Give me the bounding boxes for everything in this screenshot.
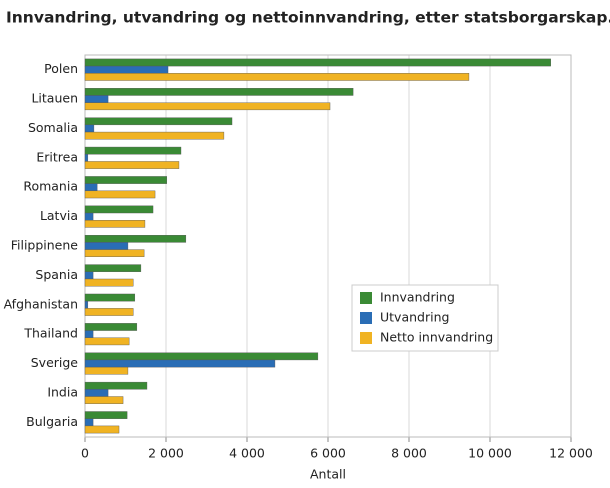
bar [84, 65, 169, 74]
bar [84, 330, 94, 338]
y-tick-label: Somalia [28, 120, 78, 135]
chart-title: Innvandring, utvandring og nettoinnvandr… [6, 9, 610, 27]
bar [84, 337, 130, 346]
legend-label: Innvandring [380, 290, 455, 305]
bar [84, 176, 168, 184]
bar [84, 411, 128, 419]
bar [84, 264, 142, 272]
bar [84, 146, 182, 155]
y-tick-label: India [47, 384, 78, 399]
x-tick-label: 4 000 [229, 446, 265, 461]
legend-swatch [360, 332, 372, 344]
bar [84, 271, 94, 280]
y-tick-label: Spania [35, 267, 78, 282]
y-tick-label: Eritrea [36, 149, 78, 164]
y-tick-label: Latvia [40, 208, 78, 223]
bar [84, 396, 124, 404]
bar [84, 183, 98, 192]
legend-label: Utvandring [380, 310, 449, 325]
bar [84, 102, 331, 111]
x-tick-label: 6 000 [310, 446, 346, 461]
bar [84, 278, 134, 287]
bar [84, 88, 354, 96]
bar [84, 418, 94, 427]
x-tick-label: 12 000 [549, 446, 593, 461]
bar [84, 124, 95, 133]
bar [84, 212, 94, 221]
bar [84, 359, 276, 368]
y-tick-label: Polen [44, 61, 78, 76]
x-tick-label: 2 000 [148, 446, 184, 461]
bar [84, 425, 120, 434]
y-tick-label: Romania [23, 179, 78, 194]
legend-box [351, 284, 499, 352]
bar [84, 131, 225, 140]
bar [84, 366, 129, 375]
bar [84, 205, 154, 214]
bar [84, 293, 136, 302]
bar [84, 161, 180, 169]
legend-label: Netto innvandring [380, 330, 493, 345]
bar [84, 117, 233, 126]
bar [84, 73, 470, 81]
bar [84, 389, 109, 397]
bar [84, 58, 551, 67]
x-tick-label: 8 000 [391, 446, 427, 461]
y-tick-label: Sverige [31, 355, 79, 370]
y-tick-label: Filippinene [11, 238, 79, 253]
bar [84, 242, 129, 250]
legend-swatch [360, 312, 372, 324]
x-tick-label: 0 [81, 446, 89, 461]
bar [84, 300, 89, 309]
bar [84, 190, 156, 199]
y-tick-label: Litauen [31, 91, 78, 106]
bar [84, 95, 109, 103]
y-tick-label: Afghanistan [4, 296, 78, 311]
bar [84, 220, 146, 228]
bar [84, 323, 138, 331]
bar [84, 381, 148, 390]
bar [84, 154, 89, 162]
y-tick-label: Bulgaria [26, 414, 78, 429]
x-axis-label: Antall [310, 467, 346, 482]
bar [84, 352, 319, 361]
x-tick-label: 10 000 [468, 446, 512, 461]
bar [84, 249, 145, 258]
legend-swatch [360, 292, 372, 304]
y-tick-label: Thailand [23, 326, 78, 341]
bar [84, 308, 134, 316]
bar [84, 234, 187, 243]
